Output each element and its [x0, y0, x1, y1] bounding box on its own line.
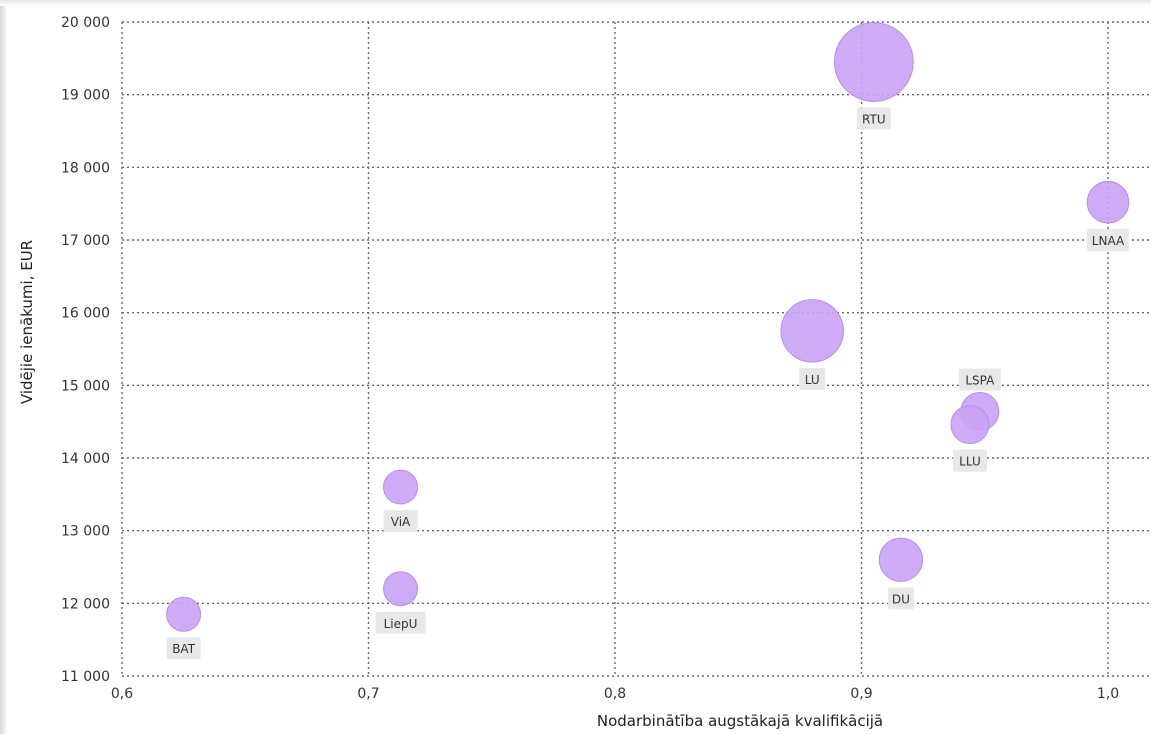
- y-tick-label: 16 000: [61, 306, 110, 322]
- y-tick-label: 17 000: [61, 233, 110, 249]
- y-tick-label: 20 000: [61, 15, 110, 31]
- bubble-label: LiepU: [384, 617, 418, 631]
- y-tick-label: 18 000: [61, 160, 110, 176]
- y-tick-label: 14 000: [61, 451, 110, 467]
- bubble-llu[interactable]: [950, 405, 990, 445]
- bubble-label-box: [799, 368, 826, 391]
- bubble-label-box: [1087, 229, 1129, 252]
- bubble-label-box: [856, 107, 891, 130]
- bubble-label-box: [952, 449, 987, 472]
- bubble-label-box: [375, 611, 426, 634]
- x-tick-label: 0,6: [111, 686, 133, 702]
- x-axis-title: Nodarbinātība augstākajā kvalifikācijā: [597, 712, 883, 730]
- label-layer: RTU LNAA LU LSPA LLU ViA DU LiepU BAT: [166, 107, 1129, 660]
- bubble-liepu[interactable]: [383, 571, 419, 607]
- x-tick-label: 0,7: [357, 686, 379, 702]
- y-tick-label: 15 000: [61, 378, 110, 394]
- grid-layer: [121, 21, 1151, 677]
- bubble-label: DU: [892, 592, 910, 606]
- bubble-lu[interactable]: [780, 299, 844, 363]
- x-tick-label: 1,0: [1097, 686, 1119, 702]
- bubble-du[interactable]: [878, 537, 924, 582]
- bubble-label: RTU: [862, 112, 886, 126]
- bubble-label-box: [383, 510, 418, 533]
- bubble-label-box: [958, 368, 1001, 391]
- x-tick-label: 0,9: [850, 686, 872, 702]
- bubble-via[interactable]: [383, 469, 419, 505]
- y-axis-title: Vidējie ienākumi, EUR: [18, 240, 36, 404]
- bubble-layer: [166, 22, 1130, 632]
- y-tick-label: 19 000: [61, 88, 110, 104]
- bubble-label: LU: [805, 373, 820, 387]
- bubble-label: LLU: [959, 455, 981, 469]
- x-tick-label: 0,8: [604, 686, 626, 702]
- bubble-label: LSPA: [965, 373, 995, 387]
- y-tick-label: 13 000: [61, 524, 110, 540]
- bubble-label: BAT: [172, 642, 196, 656]
- tick-layer: 11 000 12 000 13 000 14 000 15 000 16 000 17 0…: [61, 15, 1119, 702]
- bubble-rtu[interactable]: [833, 22, 914, 102]
- bubble-label: ViA: [391, 515, 411, 529]
- window-top-edge: [0, 0, 1151, 6]
- y-tick-label: 11 000: [61, 669, 110, 685]
- bubble-label-box: [166, 637, 201, 660]
- window-left-edge: [0, 0, 6, 734]
- bubble-label-box: [887, 587, 914, 610]
- bubble-label: LNAA: [1092, 234, 1125, 248]
- y-tick-label: 12 000: [61, 596, 110, 612]
- bubble-lnaa[interactable]: [1086, 180, 1130, 224]
- bubble-bat[interactable]: [166, 596, 202, 632]
